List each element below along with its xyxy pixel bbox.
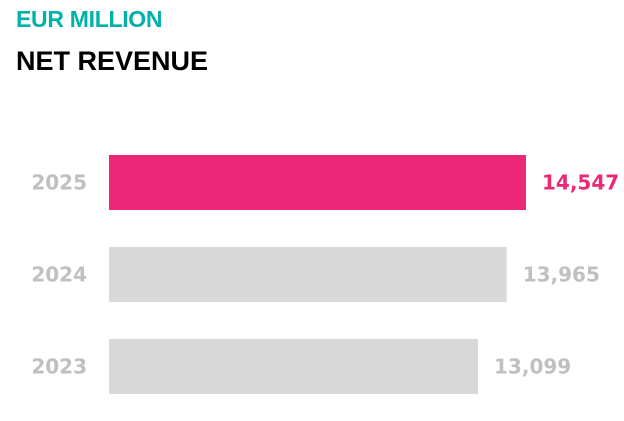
chart-subtitle: EUR MILLION xyxy=(16,6,163,32)
chart-title: NET REVENUE xyxy=(16,46,209,76)
bar-2025 xyxy=(109,155,526,210)
value-label: 13,099 xyxy=(494,355,571,379)
category-label: 2024 xyxy=(31,263,87,287)
category-label: 2025 xyxy=(31,171,87,195)
value-label: 13,965 xyxy=(523,263,600,287)
value-label: 14,547 xyxy=(542,171,619,195)
category-label: 2023 xyxy=(31,355,87,379)
bar-2024 xyxy=(109,247,507,302)
bar-2023 xyxy=(109,339,479,394)
